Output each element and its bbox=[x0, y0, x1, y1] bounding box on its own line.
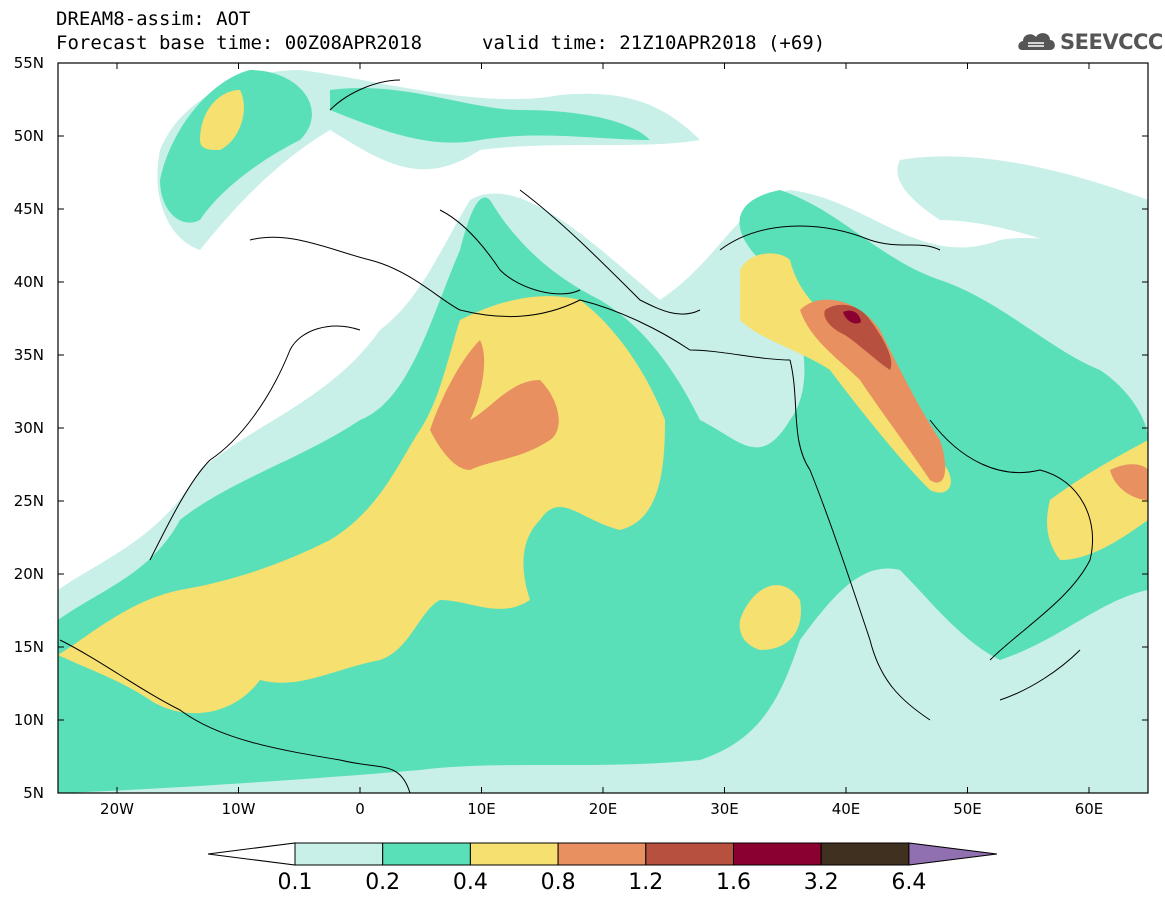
field-mid bbox=[330, 87, 650, 143]
colorbar-upper-arrow bbox=[908, 842, 997, 866]
coastline bbox=[789, 359, 931, 721]
logo-text: SEEVCCC bbox=[1060, 30, 1163, 54]
coastline bbox=[59, 639, 411, 793]
aot-fields bbox=[58, 70, 1148, 793]
coastline bbox=[719, 225, 941, 251]
lon-label: 60E bbox=[1074, 800, 1104, 818]
lat-label: 10N bbox=[13, 711, 44, 729]
field-high bbox=[200, 90, 244, 150]
colorbar-segment bbox=[294, 842, 384, 866]
forecast-base-time: Forecast base time: 00Z08APR2018 bbox=[56, 32, 423, 54]
colorbar-label: 0.8 bbox=[540, 870, 576, 895]
cloud-logo-icon bbox=[1018, 33, 1055, 50]
lat-label: 25N bbox=[13, 492, 44, 510]
colorbar-label: 1.2 bbox=[628, 870, 664, 895]
lon-label: 20E bbox=[588, 800, 618, 818]
lat-label: 15N bbox=[13, 638, 44, 656]
lat-label: 50N bbox=[13, 127, 44, 145]
colorbar bbox=[207, 842, 997, 866]
lat-label: 5N bbox=[23, 784, 44, 802]
coastline bbox=[519, 189, 701, 315]
coastline bbox=[439, 209, 581, 295]
lon-label: 50E bbox=[953, 800, 982, 818]
lon-label: 40E bbox=[831, 800, 861, 818]
field-higher bbox=[1110, 464, 1148, 500]
coastlines bbox=[59, 79, 1094, 793]
field-extreme bbox=[843, 310, 861, 324]
colorbar-label: 3.2 bbox=[803, 870, 839, 895]
valid-time: valid time: 21Z10APR2018 (+69) bbox=[482, 32, 826, 54]
colorbar-segment bbox=[645, 842, 734, 866]
lon-label: 0 bbox=[355, 800, 365, 818]
colorbar-segment bbox=[557, 842, 647, 866]
lat-label: 20N bbox=[13, 565, 44, 583]
lat-label: 40N bbox=[13, 273, 44, 291]
colorbar-segment bbox=[733, 842, 822, 866]
colorbar-label: 0.4 bbox=[452, 870, 488, 895]
field-mid bbox=[160, 70, 312, 223]
lat-label: 45N bbox=[13, 200, 44, 218]
colorbar-segment bbox=[382, 842, 471, 866]
lon-label: 10W bbox=[221, 800, 256, 818]
field-higher bbox=[430, 340, 559, 470]
colorbar-segment bbox=[820, 842, 910, 866]
coastline bbox=[329, 79, 401, 111]
product-title: DREAM8-assim: AOT bbox=[56, 8, 251, 30]
lon-label: 30E bbox=[710, 800, 739, 818]
field-low bbox=[897, 156, 1148, 280]
colorbar-label: 1.6 bbox=[716, 870, 751, 895]
coastline bbox=[999, 649, 1081, 701]
lat-label: 30N bbox=[13, 419, 44, 437]
coastline bbox=[249, 236, 791, 361]
lat-label: 55N bbox=[13, 54, 44, 72]
colorbar-lower-arrow bbox=[207, 842, 296, 866]
colorbar-label: 6.4 bbox=[891, 870, 927, 895]
lat-label: 35N bbox=[13, 346, 44, 364]
lon-label: 10E bbox=[467, 800, 496, 818]
colorbar-label: 0.1 bbox=[277, 870, 313, 895]
lon-label: 20W bbox=[100, 800, 134, 818]
field-high bbox=[739, 585, 801, 650]
colorbar-label: 0.2 bbox=[365, 870, 401, 895]
field-higher bbox=[800, 299, 946, 483]
colorbar-segment bbox=[469, 842, 559, 866]
coastline bbox=[929, 419, 1094, 661]
coastline bbox=[149, 325, 361, 561]
field-very-high bbox=[824, 304, 892, 370]
